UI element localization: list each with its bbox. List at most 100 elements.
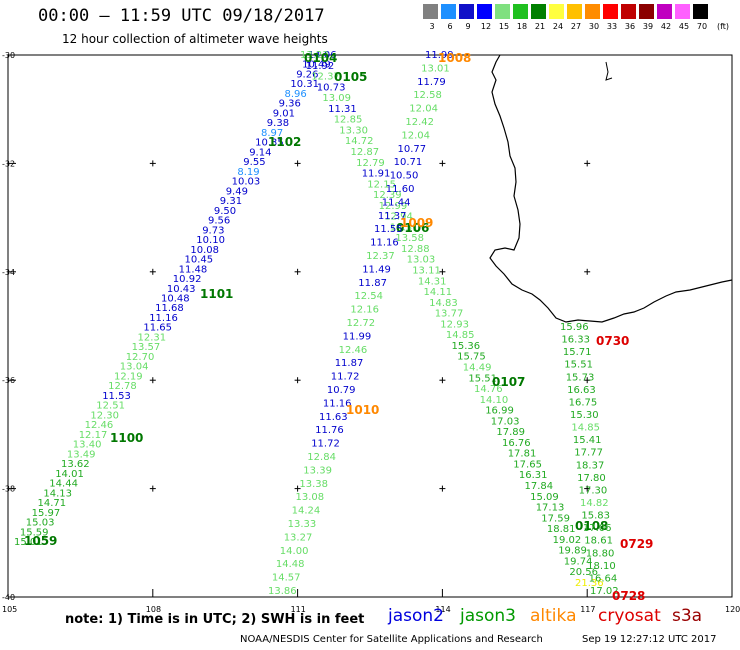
scale-label: 21 bbox=[534, 22, 546, 31]
wave-height-value: 13.39 bbox=[303, 465, 332, 476]
wave-height-value: 11.48 bbox=[179, 264, 208, 275]
wave-height-value: 9.56 bbox=[208, 216, 230, 227]
wave-height-value: 10.10 bbox=[196, 235, 225, 246]
wave-height-value: 11.91 bbox=[362, 169, 391, 180]
pass-time-label: 0728 bbox=[612, 589, 645, 603]
wave-height-value: 11.99 bbox=[343, 331, 372, 342]
wave-height-value: 12.84 bbox=[307, 452, 336, 463]
wave-height-value: 13.77 bbox=[435, 309, 464, 320]
wave-height-value: 11.49 bbox=[362, 264, 391, 275]
wave-height-value: 10.31 bbox=[290, 79, 319, 90]
scale-swatch bbox=[693, 4, 708, 19]
scale-label: 9 bbox=[465, 22, 471, 31]
wave-height-value: 14.85 bbox=[446, 330, 475, 341]
wave-height-value: 12.78 bbox=[108, 381, 137, 392]
wave-height-value: 11.76 bbox=[315, 425, 344, 436]
wave-height-value: 15.30 bbox=[570, 410, 599, 421]
lat-label: -32 bbox=[2, 159, 15, 168]
lon-label: 108 bbox=[146, 605, 161, 614]
wave-height-value: 18.80 bbox=[586, 548, 615, 559]
wave-height-value: 16.33 bbox=[561, 335, 590, 346]
wave-height-value: 15.83 bbox=[581, 511, 610, 522]
wave-height-value: 12.79 bbox=[356, 158, 385, 169]
wave-height-value: 14.13 bbox=[43, 488, 72, 499]
wave-height-value: 8.97 bbox=[261, 128, 283, 139]
wave-height-value: 11.65 bbox=[143, 323, 172, 334]
wave-height-value: 12.17 bbox=[79, 430, 108, 441]
wave-height-value: 16.75 bbox=[569, 397, 598, 408]
scale-swatch bbox=[567, 4, 582, 19]
wave-height-value: 13.86 bbox=[268, 586, 297, 597]
wave-height-value: 15.97 bbox=[32, 508, 61, 519]
lat-label: -40 bbox=[2, 593, 15, 602]
wave-height-value: 13.01 bbox=[421, 63, 450, 74]
scale-swatch bbox=[495, 4, 510, 19]
wave-height-value: 15.75 bbox=[457, 352, 486, 363]
coastline-path bbox=[489, 54, 733, 323]
wave-height-value: 14.10 bbox=[480, 395, 509, 406]
wave-height-value: 9.36 bbox=[279, 99, 301, 110]
wave-height-value: 14.49 bbox=[463, 363, 492, 374]
wave-height-value: 14.82 bbox=[580, 498, 609, 509]
wave-height-value: 9.01 bbox=[273, 108, 295, 119]
wave-height-value: 10.77 bbox=[398, 144, 427, 155]
wave-height-value: 17.84 bbox=[525, 481, 554, 492]
wave-height-value: 12.99 bbox=[379, 201, 408, 212]
wave-height-value: 15.41 bbox=[573, 435, 602, 446]
wave-height-value: 13.27 bbox=[284, 532, 313, 543]
scale-swatch bbox=[477, 4, 492, 19]
wave-height-value: 18.61 bbox=[584, 536, 613, 547]
lon-label: 114 bbox=[435, 605, 450, 614]
wave-height-value: 13.09 bbox=[322, 93, 351, 104]
wave-height-value: 11.72 bbox=[331, 372, 360, 383]
scale-swatch bbox=[441, 4, 456, 19]
wave-height-value: 15.59 bbox=[20, 527, 49, 538]
wave-height-value: 10.08 bbox=[190, 245, 219, 256]
wave-height-value: 12.42 bbox=[405, 117, 434, 128]
wave-height-value: 20.56 bbox=[569, 567, 598, 578]
lat-label: -34 bbox=[2, 268, 15, 277]
page-title: 00:00 – 11:59 UTC 09/18/2017 bbox=[38, 6, 325, 26]
wave-height-value: 14.31 bbox=[418, 276, 447, 287]
wave-height-value: 12.85 bbox=[334, 115, 363, 126]
wave-height-value: 12.31 bbox=[138, 333, 167, 344]
footer-timestamp: Sep 19 12:27:12 UTC 2017 bbox=[582, 634, 717, 645]
wave-height-value: 14.01 bbox=[55, 469, 84, 480]
wave-height-value: 12.58 bbox=[413, 90, 442, 101]
wave-height-value: 10.43 bbox=[167, 284, 196, 295]
wave-height-value: 11.31 bbox=[328, 104, 357, 115]
wave-height-value: 13.30 bbox=[339, 125, 368, 136]
coastline-inlet bbox=[605, 61, 613, 81]
wave-height-value: 10.48 bbox=[161, 294, 190, 305]
wave-height-value: 15.73 bbox=[566, 372, 595, 383]
wave-height-value: 13.57 bbox=[132, 342, 161, 353]
scale-label: 36 bbox=[624, 22, 636, 31]
wave-height-value: 18.10 bbox=[587, 561, 616, 572]
scale-label: 6 bbox=[447, 22, 453, 31]
scale-label: 42 bbox=[660, 22, 672, 31]
wave-height-value: 11.87 bbox=[358, 278, 387, 289]
scale-label: 30 bbox=[588, 22, 600, 31]
wave-height-value: 12.88 bbox=[401, 244, 430, 255]
wave-height-value: 13.08 bbox=[296, 492, 325, 503]
scale-swatch bbox=[639, 4, 654, 19]
wave-height-value: 13.62 bbox=[61, 459, 90, 470]
wave-height-value: 14.85 bbox=[571, 423, 600, 434]
wave-height-value: 15.51 bbox=[468, 373, 497, 384]
wave-height-value: 8.19 bbox=[237, 167, 259, 178]
wave-height-value: 9.38 bbox=[267, 118, 289, 129]
wave-height-value: 11.44 bbox=[382, 197, 411, 208]
wave-height-value: 13.49 bbox=[67, 449, 96, 460]
wave-height-value: 15.03 bbox=[26, 518, 55, 529]
lon-label: 117 bbox=[580, 605, 595, 614]
footer-agency: NOAA/NESDIS Center for Satellite Applica… bbox=[240, 634, 543, 645]
wave-height-value: 11.53 bbox=[102, 391, 131, 402]
scale-label: 3 bbox=[429, 22, 435, 31]
wave-height-value: 17.13 bbox=[536, 503, 565, 514]
wave-height-value: 11.72 bbox=[311, 439, 340, 450]
wave-height-value: 9.31 bbox=[220, 196, 242, 207]
wave-height-value: 10.49 bbox=[302, 60, 331, 71]
wave-height-value: 19.02 bbox=[553, 535, 582, 546]
wave-height-value: 13.03 bbox=[407, 255, 436, 266]
